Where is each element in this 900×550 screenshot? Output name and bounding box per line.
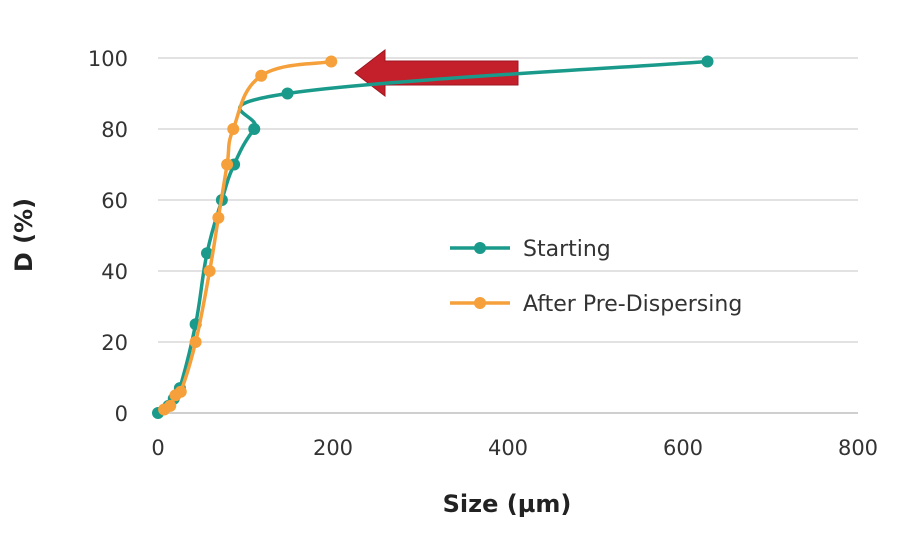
red-arrow-shape (354, 48, 519, 98)
y-tick-label: 40 (101, 260, 128, 284)
series-line (157, 59, 708, 415)
data-point (227, 123, 240, 135)
x-tick-label: 800 (838, 436, 878, 460)
y-tick-label: 80 (101, 118, 128, 142)
y-axis-title: D (%) (10, 198, 38, 272)
legend-item: Starting (450, 237, 611, 262)
legend-label: Starting (523, 237, 611, 262)
y-tick-label: 0 (115, 402, 128, 426)
data-point (701, 55, 714, 68)
legend-label: After Pre-Dispersing (523, 292, 742, 317)
data-point (164, 399, 177, 412)
x-tick-labels: 0 200 400 600 800 (151, 436, 878, 460)
data-point (325, 55, 338, 68)
data-point (221, 158, 234, 171)
x-axis-title: Size (µm) (443, 490, 572, 518)
series-after-pre-dispersing (158, 55, 338, 416)
data-point (201, 247, 213, 260)
legend: Starting After Pre-Dispersing (450, 237, 742, 317)
x-tick-label: 200 (313, 436, 353, 460)
data-point (255, 69, 268, 82)
series-lines (152, 55, 714, 419)
y-tick-label: 60 (101, 189, 128, 213)
series-starting (152, 55, 714, 419)
legend-swatch-marker (474, 242, 486, 254)
x-tick-label: 0 (151, 436, 164, 460)
annotation-arrow (354, 48, 519, 98)
y-tick-labels: 0 20 40 60 80 100 (88, 47, 128, 426)
y-tick-label: 20 (101, 331, 128, 355)
data-point (248, 123, 261, 135)
data-point (212, 211, 225, 224)
legend-swatch-marker (474, 297, 486, 309)
data-point (189, 336, 202, 348)
data-point (174, 385, 187, 398)
y-tick-label: 100 (88, 47, 128, 71)
x-tick-label: 400 (488, 436, 528, 460)
legend-item: After Pre-Dispersing (450, 292, 742, 317)
x-tick-label: 600 (663, 436, 703, 460)
data-point (281, 87, 294, 100)
data-point (203, 265, 216, 277)
gridlines (158, 57, 858, 343)
